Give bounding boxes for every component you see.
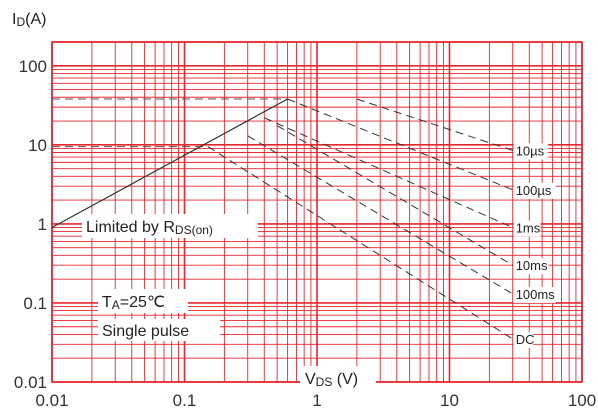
pulse-label: Single pulse xyxy=(102,323,189,340)
series-label: 1ms xyxy=(516,221,541,236)
temp-label: TA=25℃ xyxy=(102,294,165,312)
x-tick-label: 10 xyxy=(440,391,459,410)
y-tick-label: 0.1 xyxy=(23,294,47,313)
chart-lines xyxy=(51,98,513,340)
series-line-1 xyxy=(287,98,513,191)
pulse-label-bg xyxy=(98,319,220,341)
x-tick-label: 100 xyxy=(568,391,596,410)
y-tick-label: 10 xyxy=(28,136,47,155)
x-tick-label: 1 xyxy=(312,391,321,410)
y-tick-label: 1 xyxy=(38,215,47,234)
series-label-bg xyxy=(513,258,549,275)
chart-ticks: 0.01 0.1 1 10 100 0.01 0.1 1 10 100 xyxy=(14,57,596,410)
series-label: 10µs xyxy=(516,143,545,158)
x-tick-label: 0.01 xyxy=(35,391,68,410)
y-axis-label: ID(A) xyxy=(12,11,46,29)
series-label: 10ms xyxy=(516,258,548,273)
y-tick-label: 0.01 xyxy=(14,373,47,392)
limit-line xyxy=(51,98,288,229)
series-label-bg xyxy=(513,286,556,303)
chart-texts: ID(A) VDS (V) Limited by RDS(on) TA=25℃ … xyxy=(12,11,376,389)
series-label-bg xyxy=(513,182,556,199)
series-label: 100µs xyxy=(516,183,552,198)
series-label: DC xyxy=(516,332,535,347)
series-line-2 xyxy=(264,117,513,228)
series-line-3 xyxy=(276,125,513,266)
series-label: 100ms xyxy=(516,287,556,302)
series-label-bg xyxy=(513,331,533,348)
limit-label: Limited by RDS(on) xyxy=(86,219,213,237)
series-label-bg xyxy=(513,143,549,160)
limit-label-bg xyxy=(82,214,258,238)
temp-label-bg xyxy=(98,289,188,313)
series-line-0 xyxy=(356,98,513,151)
series-label-bg xyxy=(513,220,541,237)
x-tick-label: 0.1 xyxy=(173,391,197,410)
x-axis-label-bg xyxy=(300,366,376,388)
curve-labels: 10µs 100µs 1ms 10ms 100ms DC xyxy=(513,143,556,348)
series-line-5 xyxy=(207,146,513,340)
x-axis-label: VDS (V) xyxy=(305,371,358,389)
y-tick-label: 100 xyxy=(19,57,47,76)
